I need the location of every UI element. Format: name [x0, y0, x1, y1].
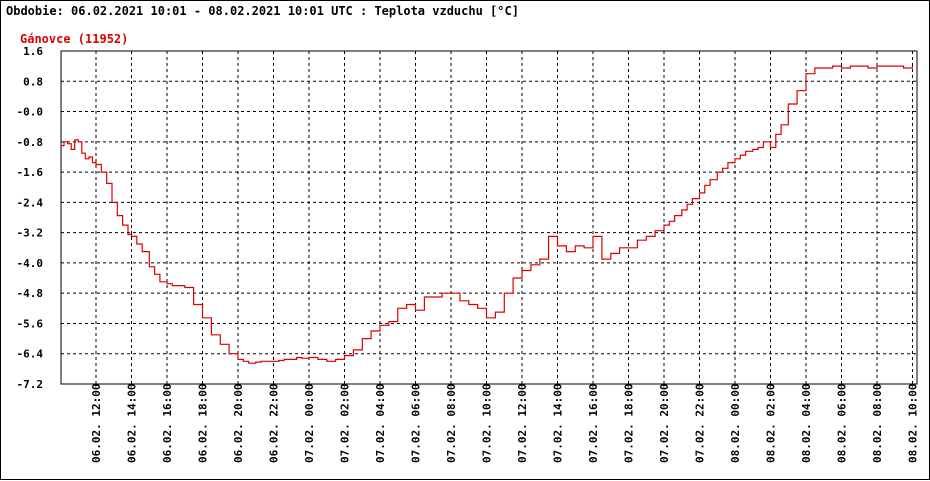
x-tick-label: 07.02. 18:00 — [623, 384, 636, 463]
y-tick-label: -4.8 — [17, 287, 44, 300]
x-tick-label: 07.02. 20:00 — [658, 384, 671, 463]
x-tick-label: 08.02. 10:00 — [907, 384, 920, 463]
x-tick-label: 06.02. 20:00 — [232, 384, 245, 463]
chart-title: Obdobie: 06.02.2021 10:01 - 08.02.2021 1… — [6, 4, 519, 18]
y-tick-label: -4.0 — [17, 257, 44, 270]
x-tick-label: 07.02. 06:00 — [410, 384, 423, 463]
x-tick-label: 06.02. 22:00 — [268, 384, 281, 463]
x-tick-label: 06.02. 16:00 — [161, 384, 174, 463]
x-tick-label: 06.02. 14:00 — [126, 384, 139, 463]
series-label: Gánovce (11952) — [20, 32, 129, 46]
y-tick-label: 1.6 — [23, 45, 43, 58]
y-tick-label: -7.2 — [17, 378, 44, 391]
x-tick-label: 08.02. 02:00 — [765, 384, 778, 463]
y-tick-label: -2.4 — [17, 196, 44, 209]
x-tick-label: 07.02. 04:00 — [374, 384, 387, 463]
x-tick-label: 08.02. 04:00 — [800, 384, 813, 463]
x-tick-label: 08.02. 00:00 — [729, 384, 742, 463]
x-tick-label: 07.02. 10:00 — [481, 384, 494, 463]
x-tick-label: 06.02. 12:00 — [90, 384, 103, 463]
x-tick-label: 07.02. 00:00 — [303, 384, 316, 463]
plot-border — [60, 50, 918, 385]
x-tick-label: 07.02. 02:00 — [339, 384, 352, 463]
x-tick-label: 08.02. 08:00 — [871, 384, 884, 463]
x-tick-label: 07.02. 16:00 — [587, 384, 600, 463]
series-line-0 — [60, 65, 914, 364]
y-tick-label: -0.0 — [17, 106, 44, 119]
y-tick-label: -0.8 — [17, 136, 44, 149]
x-tick-label: 07.02. 08:00 — [445, 384, 458, 463]
y-tick-label: 0.8 — [23, 75, 43, 88]
x-tick-label: 07.02. 12:00 — [516, 384, 529, 463]
x-tick-label: 07.02. 14:00 — [552, 384, 565, 463]
x-tick-label: 08.02. 06:00 — [836, 384, 849, 463]
x-tick-label: 06.02. 18:00 — [197, 384, 210, 463]
y-tick-label: -5.6 — [17, 317, 44, 330]
y-tick-label: -1.6 — [17, 166, 44, 179]
y-tick-label: -6.4 — [17, 348, 44, 361]
x-tick-label: 07.02. 22:00 — [694, 384, 707, 463]
y-tick-label: -3.2 — [17, 227, 44, 240]
